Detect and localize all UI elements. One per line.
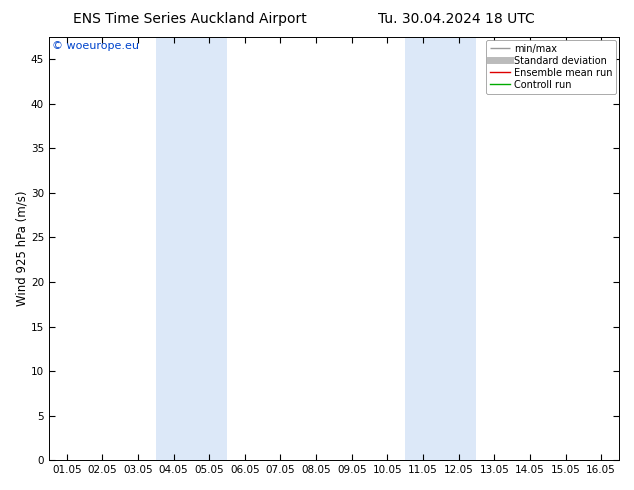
Y-axis label: Wind 925 hPa (m/s): Wind 925 hPa (m/s) — [15, 191, 28, 306]
Bar — [156, 37, 227, 460]
Text: Tu. 30.04.2024 18 UTC: Tu. 30.04.2024 18 UTC — [378, 12, 535, 26]
Text: ENS Time Series Auckland Airport: ENS Time Series Auckland Airport — [74, 12, 307, 26]
Text: © woeurope.eu: © woeurope.eu — [52, 41, 139, 51]
Bar — [405, 37, 477, 460]
Legend: min/max, Standard deviation, Ensemble mean run, Controll run: min/max, Standard deviation, Ensemble me… — [486, 40, 616, 94]
